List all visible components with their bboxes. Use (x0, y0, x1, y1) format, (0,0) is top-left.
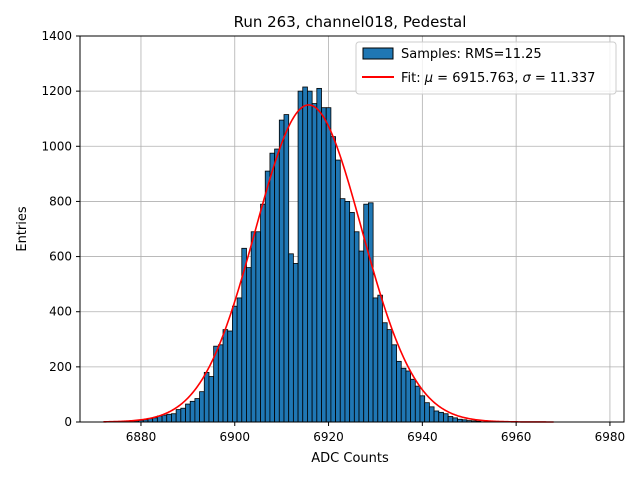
histogram-bar (391, 344, 397, 423)
histogram-bar (372, 297, 379, 423)
histogram-bar (410, 378, 416, 423)
histogram-bar (246, 267, 252, 423)
histogram-bar (438, 411, 444, 423)
x-tick-label: 6880 (126, 430, 157, 444)
histogram-bar (447, 416, 454, 423)
histogram-bar (180, 407, 186, 423)
histogram-bar (292, 263, 299, 423)
x-tick-label: 6940 (407, 430, 438, 444)
histogram-bar (264, 170, 271, 423)
legend-fit-label: Fit: μ = 6915.763, σ = 11.337 (401, 71, 595, 86)
histogram-bar (302, 86, 308, 423)
histogram-bar (368, 202, 374, 423)
histogram-bar (161, 414, 168, 423)
histogram-bar (227, 330, 233, 423)
histogram-bar (278, 119, 285, 423)
x-axis-ticks: 6880 6900 6920 6940 6960 6980 (126, 422, 626, 444)
histogram-bar (316, 87, 322, 423)
histogram-bar (283, 114, 290, 423)
histogram-bar (297, 90, 304, 423)
legend-box (355, 41, 617, 95)
histogram-bar (307, 90, 313, 423)
y-tick-label: 800 (49, 194, 72, 208)
histogram-bar (428, 406, 435, 423)
histogram-bar (433, 410, 440, 423)
histogram-bar (152, 417, 158, 423)
histogram-bar (344, 201, 351, 423)
y-tick-label: 200 (49, 360, 72, 374)
histogram-bar (330, 136, 336, 423)
legend-fit-mu-symbol: μ (424, 71, 433, 86)
y-tick-label: 1400 (41, 29, 72, 43)
histogram-bar (217, 344, 224, 423)
histogram-bar (208, 376, 215, 423)
histogram-bar (325, 107, 332, 423)
y-axis-label: Entries (15, 206, 30, 252)
histogram-bar (260, 203, 266, 423)
legend-bar-swatch (362, 47, 394, 60)
histogram-bar (288, 253, 294, 423)
histogram-bar (185, 403, 191, 423)
histogram-bar (400, 367, 407, 423)
histogram-bar (274, 148, 280, 423)
histogram-bar (311, 103, 318, 423)
chart-title: Run 263, channel018, Pedestal (234, 13, 467, 31)
legend-fit-sigma-symbol: σ (523, 71, 532, 86)
histogram-bar (189, 400, 196, 423)
legend-histogram-label: Samples: RMS=11.25 (401, 47, 542, 62)
histogram-bar (386, 329, 393, 423)
histogram-bar (424, 402, 430, 423)
histogram-bar (382, 322, 388, 423)
histogram-bar (349, 212, 355, 423)
x-tick-label: 6920 (313, 430, 344, 444)
fit-curve-group (103, 104, 554, 423)
histogram-bar (175, 409, 182, 423)
histogram-bar (199, 391, 205, 423)
y-tick-label: 1200 (41, 84, 72, 98)
histogram-bars (133, 86, 482, 423)
y-tick-label: 0 (64, 415, 72, 429)
legend-fit-sigma-text: = 11.337 (531, 71, 596, 86)
y-tick-label: 400 (49, 305, 72, 319)
histogram-bar (414, 385, 421, 423)
histogram-bar (232, 305, 238, 423)
histogram-bar (166, 413, 172, 423)
histogram-bar (452, 417, 458, 423)
x-tick-label: 6980 (595, 430, 626, 444)
histogram-bar (194, 398, 200, 423)
x-tick-label: 6960 (501, 430, 532, 444)
histogram-bar (171, 413, 177, 423)
histogram-bar (255, 231, 261, 423)
histogram-bar (236, 297, 243, 423)
chart-legend: Samples: RMS=11.25 Fit: μ = 6915.763, σ … (355, 41, 617, 95)
histogram-bar (269, 152, 276, 423)
histogram-bar (339, 198, 346, 423)
histogram-bar (443, 413, 449, 423)
x-tick-label: 6900 (219, 430, 250, 444)
histogram-bar (396, 360, 402, 423)
fit-curve (103, 104, 554, 423)
histogram-bar (358, 250, 365, 423)
x-axis-label: ADC Counts (311, 451, 389, 466)
legend-fit-prefix: Fit: (401, 71, 425, 86)
histogram-bar (405, 370, 412, 423)
histogram-bar (335, 159, 341, 423)
histogram-bar (321, 107, 327, 423)
histogram-bar (419, 395, 426, 423)
histogram-bar (203, 371, 210, 423)
histogram-bar (222, 329, 229, 423)
plot-frame (79, 35, 625, 423)
legend-fit-mu-text: = 6915.763, (433, 71, 522, 86)
histogram-bar (353, 231, 360, 423)
y-tick-label: 1000 (41, 139, 72, 153)
y-axis-ticks: 0 200 400 600 800 1000 1200 1400 (41, 29, 80, 429)
y-tick-label: 600 (49, 250, 72, 264)
histogram-bar (377, 294, 383, 423)
histogram-bar (250, 231, 257, 423)
